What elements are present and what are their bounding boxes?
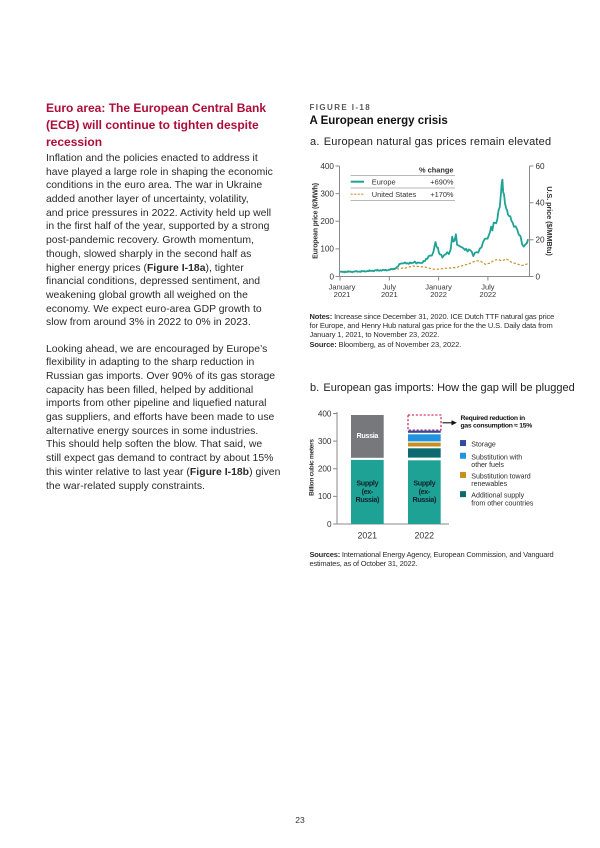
svg-text:Substitution toward: Substitution toward xyxy=(471,473,530,481)
svg-text:Russia): Russia) xyxy=(356,495,380,504)
svg-text:Billion cubic meters: Billion cubic meters xyxy=(309,439,316,496)
svg-text:300: 300 xyxy=(318,437,332,446)
svg-text:U.S. price ($/MMBtu): U.S. price ($/MMBtu) xyxy=(545,186,554,256)
svg-text:0: 0 xyxy=(327,520,332,529)
svg-text:2022: 2022 xyxy=(480,290,497,299)
svg-text:January: January xyxy=(425,282,452,291)
svg-text:60: 60 xyxy=(536,162,546,171)
svg-text:2021: 2021 xyxy=(358,531,378,541)
svg-text:2021: 2021 xyxy=(334,290,351,299)
svg-text:100: 100 xyxy=(318,492,332,501)
svg-text:Storage: Storage xyxy=(471,441,496,449)
svg-text:July: July xyxy=(481,282,495,291)
svg-text:% change: % change xyxy=(419,165,454,174)
svg-text:January: January xyxy=(329,282,356,291)
svg-text:100: 100 xyxy=(320,245,334,254)
svg-text:200: 200 xyxy=(320,217,334,226)
svg-text:0: 0 xyxy=(329,272,334,281)
svg-text:400: 400 xyxy=(320,162,334,171)
svg-text:United States: United States xyxy=(372,190,417,199)
svg-text:2021: 2021 xyxy=(381,290,398,299)
svg-text:+170%: +170% xyxy=(430,190,454,199)
svg-text:Supply: Supply xyxy=(356,478,378,487)
svg-text:European price (€/MWh): European price (€/MWh) xyxy=(313,183,320,259)
svg-text:Additional supply: Additional supply xyxy=(471,492,524,500)
svg-text:July: July xyxy=(383,282,397,291)
svg-text:Substitution with: Substitution with xyxy=(471,453,522,461)
svg-text:(ex-: (ex- xyxy=(419,487,431,496)
svg-text:(ex-: (ex- xyxy=(362,487,374,496)
svg-text:other fuels: other fuels xyxy=(471,461,504,469)
svg-text:300: 300 xyxy=(320,189,334,198)
svg-text:+690%: +690% xyxy=(430,177,454,186)
svg-text:2022: 2022 xyxy=(415,531,435,541)
svg-text:40: 40 xyxy=(536,199,546,208)
svg-text:Europe: Europe xyxy=(372,177,396,186)
svg-text:Russia: Russia xyxy=(357,431,380,440)
svg-text:2022: 2022 xyxy=(430,290,447,299)
svg-text:Required reduction in: Required reduction in xyxy=(461,415,525,422)
svg-text:200: 200 xyxy=(318,465,332,474)
svg-text:gas consumption ≈ 15%: gas consumption ≈ 15% xyxy=(461,423,533,430)
svg-text:Russia): Russia) xyxy=(413,495,437,504)
svg-text:Supply: Supply xyxy=(413,478,435,487)
svg-text:400: 400 xyxy=(318,409,332,418)
svg-text:renewables: renewables xyxy=(471,480,507,488)
svg-text:0: 0 xyxy=(536,272,541,281)
svg-text:20: 20 xyxy=(536,236,546,245)
svg-text:from other countries: from other countries xyxy=(471,499,534,507)
